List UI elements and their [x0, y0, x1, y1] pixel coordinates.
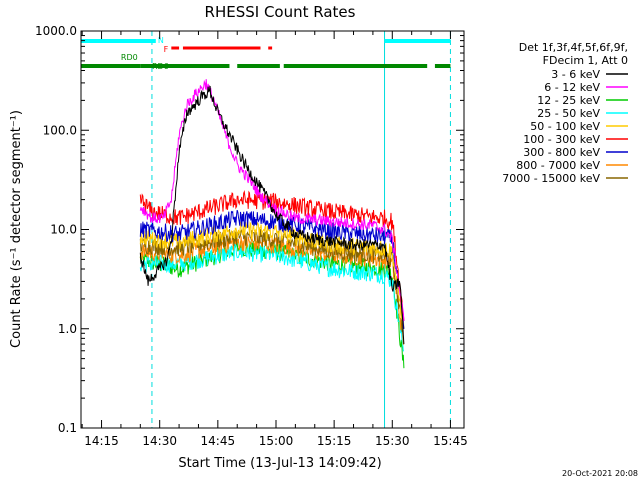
series-line-3 [139, 242, 404, 352]
series-line-5 [139, 190, 405, 321]
x-tick-label-0: 14:15 [84, 434, 119, 448]
legend-label-8: 7000 - 15000 keV [502, 172, 600, 185]
legend-label-2: 12 - 25 keV [537, 94, 600, 107]
legend-label-7: 800 - 7000 keV [516, 159, 600, 172]
legend-label-5: 100 - 300 keV [523, 133, 600, 146]
series-line-1 [139, 79, 405, 321]
x-tick-label-6: 15:45 [433, 434, 468, 448]
flag-label-n: N [158, 36, 164, 45]
legend-label-1: 6 - 12 keV [544, 81, 600, 94]
y-tick-label-3: 100.0 [43, 123, 77, 137]
flag-label-rd0: RD0 [121, 53, 138, 62]
plot-frame [80, 30, 465, 429]
y-tick-label-1: 1.0 [58, 322, 77, 336]
series-line-6 [139, 209, 405, 329]
x-tick-label-5: 15:30 [375, 434, 410, 448]
legend-label-0: 3 - 6 keV [551, 68, 600, 81]
flag-label-rd6: RD6 [152, 62, 169, 71]
x-tick-label-1: 14:30 [142, 434, 177, 448]
legend-header-0: Det 1f,3f,4f,5f,6f,9f, [519, 41, 628, 54]
footer-date: 20-Oct-2021 20:08 [562, 469, 638, 478]
legend-header-1: FDecim 1, Att 0 [543, 54, 628, 67]
flag-label-f: F [164, 45, 169, 54]
x-tick-label-2: 14:45 [201, 434, 236, 448]
legend-label-3: 25 - 50 keV [537, 107, 600, 120]
y-tick-label-0: 0.1 [58, 421, 77, 435]
y-tick-label-2: 10.0 [50, 223, 77, 237]
series-line-0 [139, 85, 405, 345]
y-axis-label: Count Rate (s⁻¹ detector segment⁻¹) [9, 110, 24, 348]
y-tick-label-4: 1000.0 [35, 24, 77, 38]
x-axis-label: Start Time (13-Jul-13 14:09:42) [178, 456, 381, 471]
chart-title: RHESSI Count Rates [205, 3, 356, 21]
legend-label-4: 50 - 100 keV [530, 120, 600, 133]
x-tick-label-4: 15:15 [317, 434, 352, 448]
x-tick-label-3: 15:00 [259, 434, 294, 448]
legend: Det 1f,3f,4f,5f,6f,9f,FDecim 1, Att 03 -… [502, 41, 628, 185]
legend-label-6: 300 - 800 keV [523, 146, 600, 159]
